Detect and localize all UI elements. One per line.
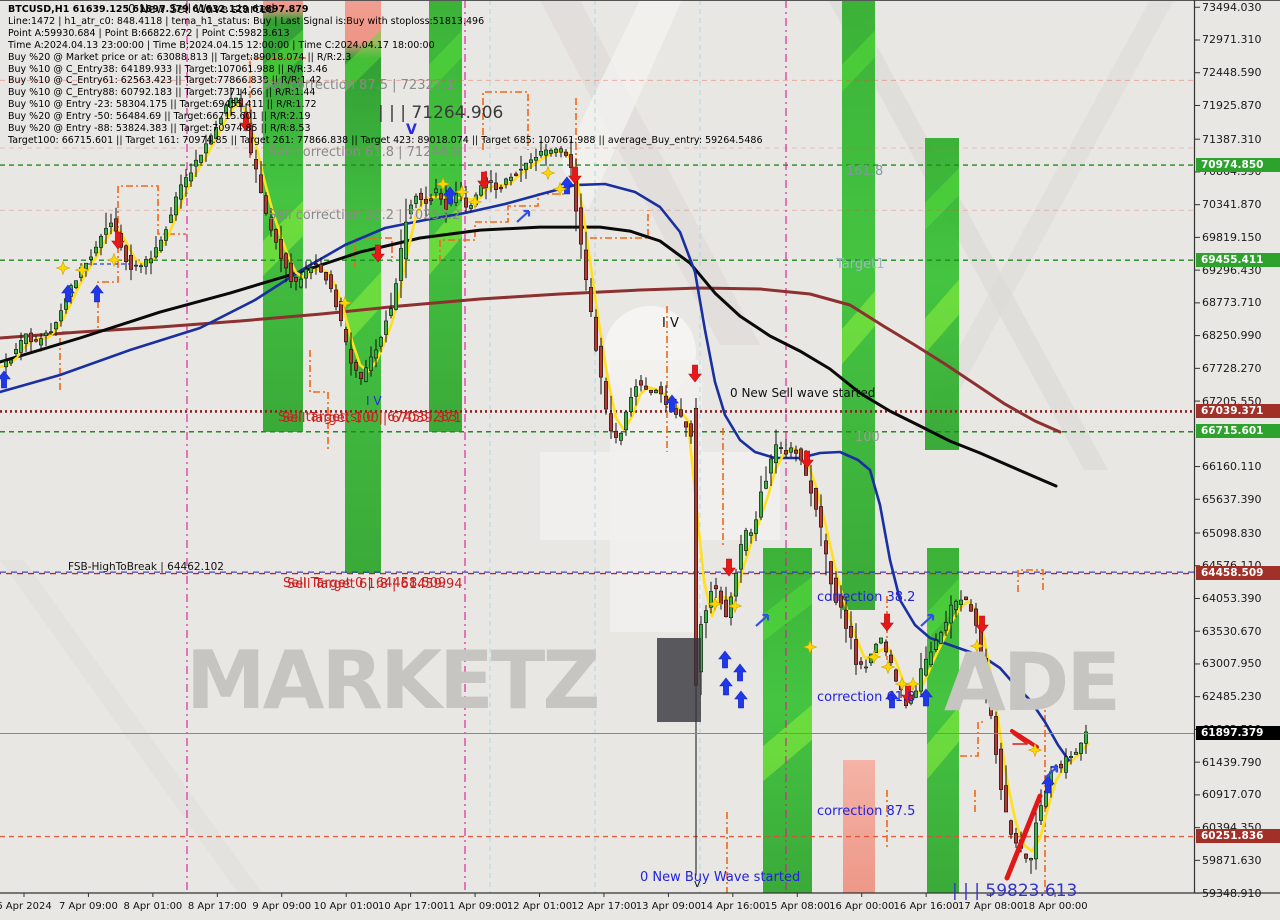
buy-arrow-icon [719,677,733,696]
sell-arrow-icon [477,171,491,190]
signal-markers [0,113,1059,794]
session-vlines [186,0,787,893]
buy-arrow-icon [665,394,679,413]
star-icon [55,260,71,276]
star-icon [880,659,896,675]
fib-zone-band [843,760,875,893]
star-icon [894,676,910,692]
fib-zone-band [927,548,959,893]
sell-arrow-icon [722,558,736,577]
breakout-arrow-icon [755,613,770,627]
buy-arrow-icon [718,650,732,669]
fib-zone-band [263,0,303,432]
ma-line-slow [0,286,1062,434]
fib-zone-band [763,548,812,893]
star-icon [540,165,556,181]
star-icon [969,638,985,654]
star-icon [74,262,90,278]
fib-zone-band [345,0,381,573]
star-icon [435,176,451,192]
star-icon [454,184,470,200]
breakout-arrow-icon [1044,765,1059,779]
trend-lines [1004,729,1043,881]
sell-arrow-icon [880,613,894,632]
sell-arrow-icon [901,685,915,704]
star-icon [1027,742,1043,758]
sell-arrow-icon [371,244,385,263]
star-icon [106,252,122,268]
sell-arrow-icon [111,231,125,250]
buy-arrow-icon [90,284,104,303]
sell-arrow-icon [239,113,253,132]
buy-arrow-icon [443,186,457,205]
star-icon [337,295,353,311]
candles [4,87,1089,876]
sell-arrow-icon [975,615,989,634]
buy-arrow-icon [61,284,75,303]
sell-arrow-icon [800,450,814,469]
sell-arrow-icon [568,166,582,185]
buy-arrow-icon [1041,775,1055,794]
fib-zone-band [925,138,959,450]
star-icon [905,676,921,692]
level-lines [0,79,1195,838]
breakout-arrow-icon [920,613,935,627]
buy-arrow-icon [919,688,933,707]
star-icon [467,194,483,210]
star-icon [727,598,743,614]
star-icon [802,639,818,655]
breakout-arrow-icon [516,209,531,223]
buy-arrow-icon [734,690,748,709]
star-icon [552,181,568,197]
buy-arrow-icon [0,370,11,389]
logo-watermark-shapes [604,306,696,398]
buy-arrow-icon [560,176,574,195]
star-icon [707,596,723,612]
buy-arrow-icon [885,690,899,709]
buy-arrow-icon [733,663,747,682]
sell-arrow-icon [688,364,702,383]
fib-zone-band [842,0,875,610]
ma-line-medium [0,182,1072,764]
star-icon [866,649,882,665]
